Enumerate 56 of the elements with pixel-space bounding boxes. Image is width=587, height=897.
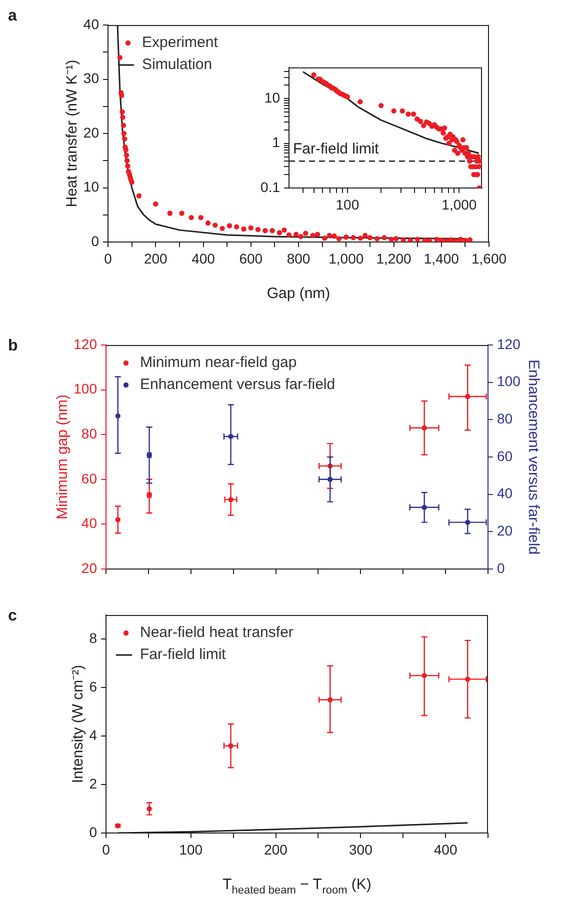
y-tick-label: 40 <box>83 16 100 32</box>
y-tick-label: 60 <box>81 470 98 486</box>
x-tick-label: 0 <box>102 841 110 858</box>
y-tick-label: 30 <box>83 70 100 86</box>
x-tick-label: 800 <box>286 250 310 266</box>
ref-line-label: Far-field limit <box>293 140 380 158</box>
x-tick-label: 200 <box>144 250 168 266</box>
x-tick-label: 1,000 <box>328 250 364 266</box>
y-tick-label: 120 <box>74 336 98 352</box>
y-tick-label: 2 <box>89 775 98 792</box>
x-tick-label: 400 <box>434 841 458 858</box>
y-tick-label: 20 <box>81 560 98 576</box>
text: b <box>8 337 18 354</box>
x-tick-label: 600 <box>239 250 263 266</box>
x-tick-label: 0 <box>104 250 112 266</box>
y-axis-title: Minimum gap (nm) <box>54 394 71 520</box>
legend-label: Simulation <box>142 56 212 74</box>
y-tick-label: 100 <box>74 380 98 397</box>
legend-label: Far-field limit <box>140 646 227 664</box>
y-tick-label: 1 <box>272 134 280 150</box>
y2-tick-label: 80 <box>497 410 513 427</box>
legend-label: Near-field heat transfer <box>140 624 294 642</box>
x-tick-label: 1,000 <box>442 196 477 212</box>
x-tick-label: 1,400 <box>424 250 460 266</box>
y-axis-title: Heat transfer (nW K⁻¹) <box>64 60 81 208</box>
y2-tick-label: 120 <box>497 336 521 352</box>
y-tick-label: 80 <box>81 425 98 442</box>
x-axis-title: Gap (nm) <box>266 285 330 302</box>
legend-label: Enhancement versus far-field <box>140 376 336 394</box>
y2-tick-label: 0 <box>497 560 505 576</box>
y2-tick-label: 100 <box>497 373 521 390</box>
legend-label: Minimum near-field gap <box>140 354 297 372</box>
legend-label: Experiment <box>142 34 219 52</box>
x-tick-label: 100 <box>179 841 203 858</box>
y-tick-label: 10 <box>264 89 280 106</box>
text: c <box>8 607 17 624</box>
y-tick-label: 8 <box>89 630 98 646</box>
y-tick-label: 40 <box>81 515 98 532</box>
x-tick-label: 1,200 <box>376 250 412 266</box>
y-tick-label: 0 <box>91 232 100 249</box>
x-tick-label: 1,600 <box>471 250 507 266</box>
y-axis-title: Intensity (W cm⁻²) <box>69 664 86 784</box>
y-tick-label: 10 <box>83 178 100 195</box>
x-tick-label: 400 <box>192 250 216 266</box>
y2-tick-label: 40 <box>497 485 513 502</box>
y2-tick-label: 20 <box>497 522 513 539</box>
y-tick-label: 6 <box>89 678 98 695</box>
y2-tick-label: 60 <box>497 448 513 464</box>
x-tick-label: 300 <box>348 841 373 858</box>
text: a <box>8 7 17 24</box>
y2-axis-title: Enhancement versus far-field <box>525 359 542 555</box>
y-tick-label: 20 <box>83 124 100 140</box>
y-tick-label: 0.1 <box>260 178 280 195</box>
x-tick-label: 200 <box>264 841 288 858</box>
y-tick-label: 4 <box>89 726 98 743</box>
y-tick-label: 0 <box>89 824 98 840</box>
